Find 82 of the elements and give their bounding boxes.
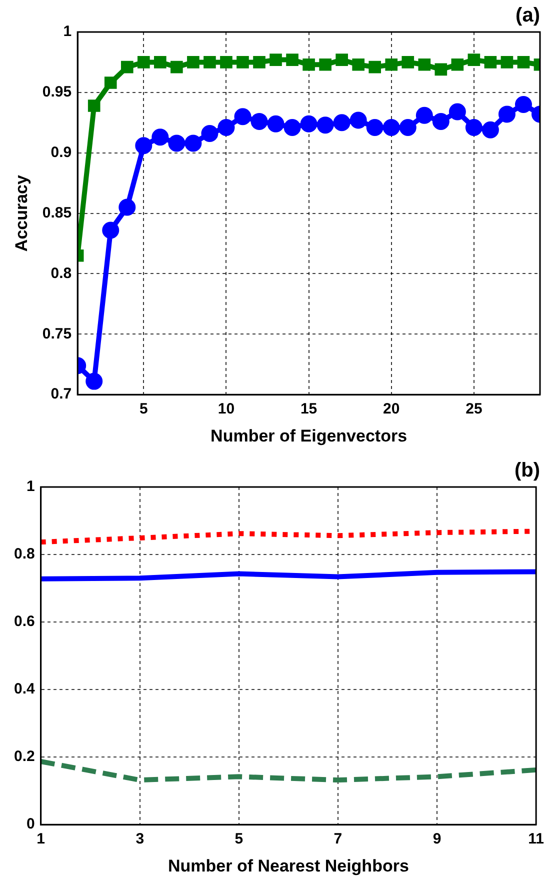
point — [434, 63, 448, 76]
point — [451, 58, 464, 71]
point — [88, 100, 100, 112]
point — [137, 56, 150, 68]
point — [316, 116, 334, 134]
point — [204, 56, 216, 68]
point — [170, 60, 183, 74]
point — [234, 108, 252, 126]
point — [448, 103, 466, 120]
point — [336, 54, 348, 66]
y-tick-label: 0.85 — [42, 204, 72, 222]
y-tick-label: 0.6 — [14, 613, 35, 630]
point — [319, 58, 332, 71]
y-tick-label: 1 — [63, 23, 72, 40]
y-tick-label: 1 — [26, 478, 35, 496]
point — [465, 118, 482, 136]
y-tick-label: 0.9 — [50, 144, 72, 162]
point — [382, 118, 400, 136]
point — [184, 134, 202, 152]
x-tick-label: 9 — [432, 830, 442, 848]
y-tick-label: 0.8 — [50, 264, 72, 282]
point — [118, 198, 136, 216]
point — [302, 58, 315, 71]
point — [366, 118, 384, 136]
point — [187, 56, 200, 68]
x-tick-label: 10 — [218, 400, 235, 418]
y-tick-label: 0.4 — [14, 680, 36, 698]
point — [500, 56, 514, 68]
point — [253, 56, 266, 68]
chart-title: (a) — [516, 4, 540, 27]
x-tick-label: 15 — [300, 400, 318, 418]
point — [201, 125, 218, 142]
x-tick-label: 25 — [466, 400, 482, 418]
y-tick-label: 0 — [26, 816, 35, 833]
x-tick-label: 5 — [139, 400, 148, 418]
point — [218, 118, 235, 136]
y-tick-label: 0.2 — [14, 748, 35, 766]
point — [300, 115, 318, 132]
point — [517, 56, 530, 68]
point — [352, 58, 364, 71]
x-axis-title: Number of Nearest Neighbors — [168, 856, 409, 876]
point — [152, 128, 169, 146]
y-tick-label: 0.95 — [42, 84, 72, 101]
point — [220, 56, 232, 68]
point — [286, 54, 298, 66]
x-tick-label: 20 — [383, 400, 400, 418]
point — [168, 134, 186, 152]
point — [104, 76, 117, 89]
point — [120, 60, 134, 74]
x-tick-label: 5 — [234, 830, 244, 848]
x-axis-title: Number of Eigenvectors — [210, 426, 408, 446]
point — [154, 56, 166, 68]
point — [468, 54, 480, 66]
y-tick-label: 0.75 — [42, 325, 72, 342]
point — [399, 118, 416, 136]
y-axis-title: Accuracy — [12, 174, 31, 252]
point — [368, 60, 382, 74]
point — [482, 121, 499, 138]
point — [416, 106, 433, 124]
chart-title: (b) — [514, 460, 540, 482]
x-tick-label: 3 — [136, 830, 144, 848]
y-tick-label: 0.7 — [50, 386, 72, 403]
point — [86, 372, 103, 390]
point — [270, 54, 282, 66]
point — [284, 118, 301, 136]
point — [385, 58, 398, 71]
point — [267, 115, 284, 132]
point — [514, 96, 532, 114]
point — [102, 222, 120, 239]
x-tick-label: 11 — [528, 830, 544, 848]
point — [236, 56, 249, 68]
point — [432, 112, 450, 130]
point — [350, 112, 367, 129]
point — [333, 114, 350, 132]
y-tick-label: 0.8 — [14, 546, 35, 563]
point — [250, 112, 268, 130]
point — [418, 58, 431, 71]
point — [484, 56, 497, 68]
point — [402, 56, 414, 68]
point — [135, 137, 152, 154]
point — [498, 106, 516, 123]
x-tick-label: 7 — [334, 830, 342, 848]
